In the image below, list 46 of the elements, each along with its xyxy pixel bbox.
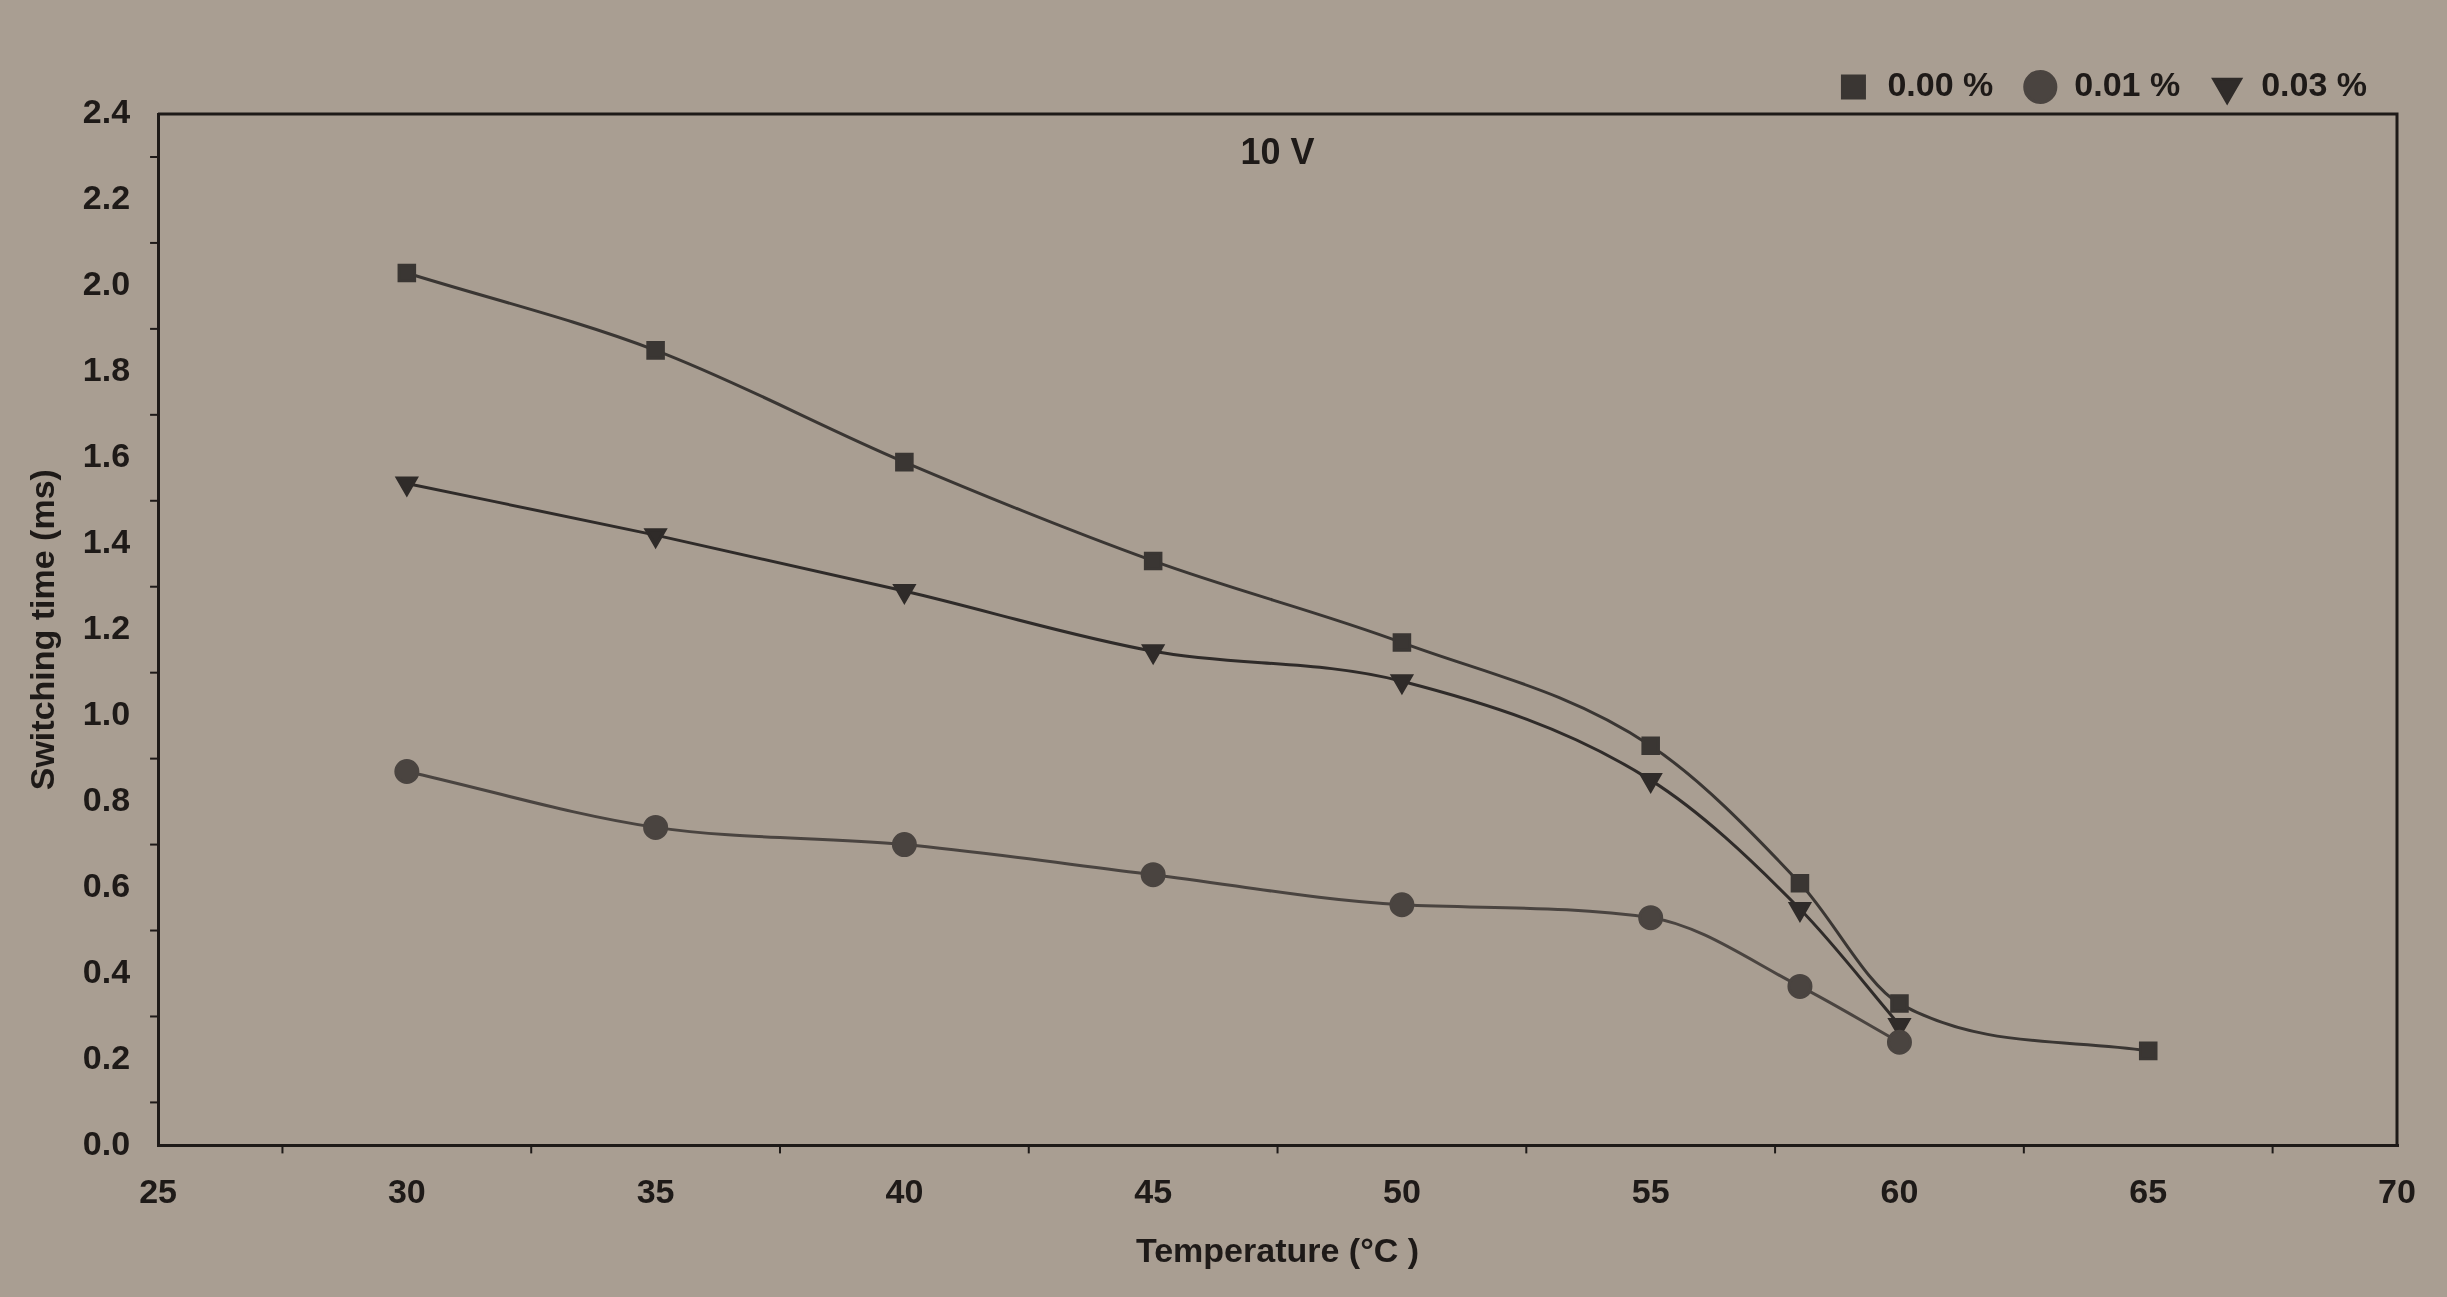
point (394, 759, 420, 785)
point (1890, 994, 1909, 1013)
x-tick-label: 45 (1134, 1172, 1173, 1211)
point (1790, 873, 1810, 893)
x-tick-label: 65 (2129, 1172, 2168, 1211)
y-tick-label: 2.0 (82, 264, 131, 303)
point (397, 263, 417, 283)
x-tick-label: 60 (1880, 1172, 1919, 1211)
y-axis-title: Switching time (ms) (22, 469, 61, 791)
y-tick-label: 1.6 (82, 436, 131, 475)
x-tick-label: 35 (636, 1172, 675, 1211)
y-tick-label: 2.4 (82, 92, 131, 131)
point (2138, 1041, 2158, 1061)
y-tick-label: 0.0 (82, 1123, 131, 1162)
point (1389, 892, 1415, 918)
x-tick-label: 30 (387, 1172, 426, 1211)
point (1886, 1029, 1912, 1055)
y-tick-label: 0.4 (82, 951, 131, 990)
point (1392, 633, 1412, 652)
point (1787, 973, 1813, 999)
point (646, 341, 665, 360)
point (1638, 905, 1664, 931)
y-tick-label: 1.4 (82, 522, 131, 561)
x-tick-label: 70 (2378, 1172, 2416, 1211)
x-tick-label: 40 (885, 1172, 924, 1211)
x-tick-label: 55 (1631, 1172, 1670, 1211)
y-tick-label: 0.6 (82, 865, 131, 904)
legend-label: 0.00 % (1887, 65, 1994, 104)
x-tick-label: 50 (1383, 1172, 1421, 1211)
y-tick-label: 1.0 (82, 694, 131, 733)
x-tick-label: 25 (139, 1172, 177, 1211)
y-tick-label: 0.2 (82, 1037, 131, 1076)
x-axis-title: Temperature (°C ) (1135, 1230, 1420, 1269)
point (1140, 862, 1166, 888)
legend-label: 0.01 % (2074, 65, 2181, 104)
point (1143, 551, 1163, 571)
legend-label: 0.03 % (2261, 65, 2368, 104)
point (643, 814, 669, 840)
y-tick-label: 1.2 (82, 608, 131, 647)
text: 10 V (1240, 130, 1315, 172)
y-tick-label: 2.2 (82, 178, 131, 217)
y-tick-label: 1.8 (82, 350, 131, 389)
point (1641, 736, 1660, 756)
point (895, 452, 914, 472)
y-tick-label: 0.8 (82, 779, 131, 818)
point (891, 832, 917, 858)
